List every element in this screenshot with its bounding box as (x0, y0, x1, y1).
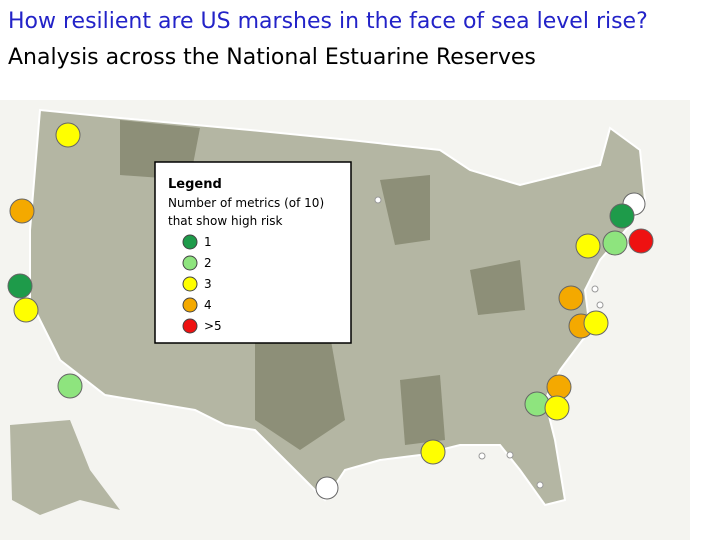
reserve-marker (9, 198, 35, 224)
legend-description: Number of metrics (of 10) (168, 196, 324, 210)
legend: Legend Number of metrics (of 10) that sh… (154, 161, 352, 344)
reserve-marker (544, 395, 570, 421)
legend-swatch (182, 297, 198, 313)
legend-label: >5 (204, 319, 222, 333)
reserve-marker-unrated (315, 476, 339, 500)
reserve-marker (558, 285, 584, 311)
legend-swatch (182, 255, 198, 271)
legend-label: 2 (204, 256, 212, 270)
state-highlight (255, 330, 345, 450)
reserve-marker (628, 228, 654, 254)
reserve-marker (57, 373, 83, 399)
reserve-marker (420, 439, 446, 465)
title: How resilient are US marshes in the face… (8, 9, 648, 34)
legend-swatch (182, 234, 198, 250)
reserve-marker (602, 230, 628, 256)
alaska (10, 420, 120, 515)
state-highlight (380, 175, 430, 245)
reserve-marker (575, 233, 601, 259)
reserve-markers (7, 122, 654, 500)
reserve-marker (546, 374, 572, 400)
legend-box (154, 161, 352, 344)
reserve-marker (55, 122, 81, 148)
legend-description: that show high risk (168, 214, 283, 228)
legend-swatch (182, 276, 198, 292)
legend-label: 1 (204, 235, 212, 249)
reserve-marker (13, 297, 39, 323)
state-highlight (400, 375, 445, 445)
subtitle: Analysis across the National Estuarine R… (8, 45, 536, 70)
reserve-marker (583, 310, 609, 336)
legend-label: 3 (204, 277, 212, 291)
legend-label: 4 (204, 298, 212, 312)
reserve-marker (7, 273, 33, 299)
reserve-marker (609, 203, 635, 229)
legend-swatch (182, 318, 198, 334)
state-highlight (470, 260, 525, 315)
legend-title: Legend (168, 177, 222, 192)
